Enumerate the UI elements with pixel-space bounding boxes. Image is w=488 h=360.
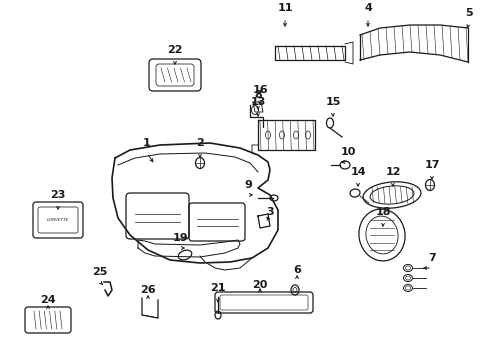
Text: 21: 21 xyxy=(210,283,225,293)
Text: 16: 16 xyxy=(252,85,267,95)
Text: CORVETTE: CORVETTE xyxy=(47,218,69,222)
Text: 25: 25 xyxy=(92,267,107,277)
Text: 8: 8 xyxy=(254,90,262,100)
Text: 24: 24 xyxy=(40,295,56,305)
Text: 6: 6 xyxy=(292,265,300,275)
Text: 9: 9 xyxy=(244,180,251,190)
Text: 10: 10 xyxy=(340,147,355,157)
Text: 3: 3 xyxy=(265,207,273,217)
Text: 2: 2 xyxy=(196,138,203,148)
Text: 1: 1 xyxy=(143,138,151,148)
Text: 11: 11 xyxy=(277,3,292,13)
Text: 12: 12 xyxy=(385,167,400,177)
Text: 19: 19 xyxy=(172,233,187,243)
Text: 18: 18 xyxy=(374,207,390,217)
Text: 4: 4 xyxy=(364,3,371,13)
Text: 17: 17 xyxy=(424,160,439,170)
Text: 20: 20 xyxy=(252,280,267,290)
Text: 14: 14 xyxy=(349,167,365,177)
Text: 22: 22 xyxy=(167,45,183,55)
Text: 7: 7 xyxy=(427,253,435,263)
Text: 23: 23 xyxy=(50,190,65,200)
Text: 15: 15 xyxy=(325,97,340,107)
Text: 13: 13 xyxy=(250,97,265,107)
Text: 5: 5 xyxy=(464,8,472,18)
Text: 26: 26 xyxy=(140,285,156,295)
